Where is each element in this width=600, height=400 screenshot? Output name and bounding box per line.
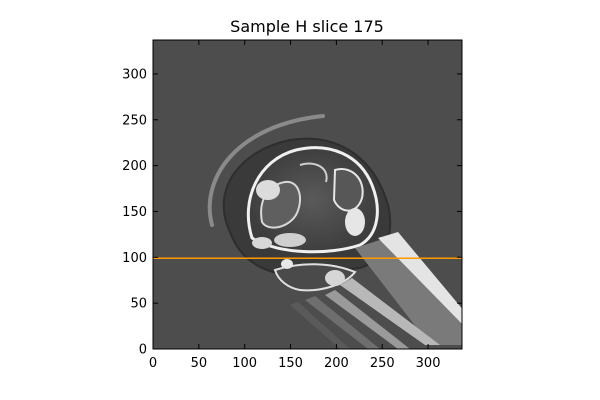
- x-tick-label: 200: [324, 356, 349, 371]
- x-tick-label: 0: [149, 356, 157, 371]
- x-axis-ticks: 0 50 100 150 200 250 300: [149, 40, 441, 371]
- y-tick-label: 250: [122, 113, 147, 128]
- x-tick-label: 300: [416, 356, 441, 371]
- y-tick-label: 150: [122, 205, 147, 220]
- axes-frame: [152, 39, 463, 350]
- y-tick-label: 50: [130, 297, 147, 312]
- figure-title: Sample H slice 175: [230, 17, 384, 36]
- ct-slice-image: [207, 114, 462, 349]
- y-axis-ticks: 0 50 100 150 200 250 300: [122, 67, 462, 358]
- y-tick-label: 0: [139, 343, 147, 358]
- y-tick-label: 300: [122, 67, 147, 82]
- image-plot-area: [152, 39, 463, 350]
- y-tick-label: 100: [122, 251, 147, 266]
- x-tick-label: 100: [232, 356, 257, 371]
- x-tick-label: 250: [370, 356, 395, 371]
- x-tick-label: 150: [278, 356, 303, 371]
- y-tick-label: 200: [122, 159, 147, 174]
- x-tick-label: 50: [191, 356, 208, 371]
